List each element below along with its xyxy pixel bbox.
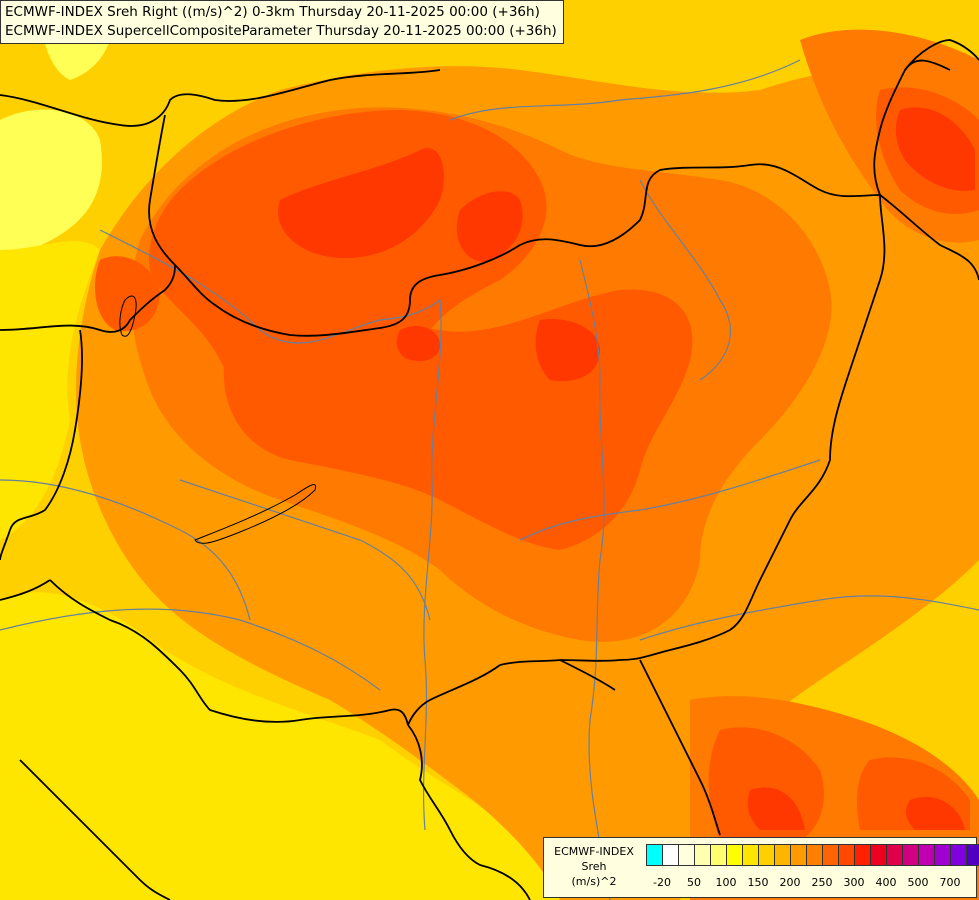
field-red: [895, 107, 975, 191]
legend-swatch: [855, 845, 871, 865]
field-red: [535, 319, 600, 382]
legend-swatch: [743, 845, 759, 865]
legend-swatches: [646, 844, 979, 866]
legend-tick-label: 400: [875, 876, 897, 889]
legend-tick-label: 500: [907, 876, 929, 889]
legend-swatch: [919, 845, 935, 865]
legend-tick-label: 200: [779, 876, 801, 889]
legend-swatch: [727, 845, 743, 865]
legend-swatch: [775, 845, 791, 865]
legend-tick-label: -20: [653, 876, 671, 889]
map-title-line2: ECMWF-INDEX SupercellCompositeParameter …: [5, 23, 557, 39]
rivers: [0, 59, 979, 900]
legend-swatch: [967, 845, 979, 865]
legend-swatch: [695, 845, 711, 865]
legend-swatch: [839, 845, 855, 865]
legend-title-line2: Sreh: [581, 860, 607, 873]
legend-tick-label: 250: [811, 876, 833, 889]
map-title-line1: ECMWF-INDEX Sreh Right ((m/s)^2) 0-3km T…: [5, 4, 540, 20]
legend-swatch: [887, 845, 903, 865]
legend-swatch: [679, 845, 695, 865]
field-red: [278, 148, 444, 259]
legend-title-line3: (m/s)^2: [571, 875, 617, 888]
field-red: [747, 787, 805, 830]
legend-tick-label: 50: [687, 876, 701, 889]
legend-swatch: [647, 845, 663, 865]
legend-tick-label: 100: [715, 876, 737, 889]
legend-swatch: [871, 845, 887, 865]
legend-swatch: [791, 845, 807, 865]
legend-swatch: [711, 845, 727, 865]
field-yellow: [0, 241, 100, 540]
legend-swatch: [663, 845, 679, 865]
legend-tick-label: 150: [747, 876, 769, 889]
map-title-box: ECMWF-INDEX Sreh Right ((m/s)^2) 0-3km T…: [0, 0, 564, 44]
lake-balaton: [194, 484, 317, 544]
legend-swatch: [807, 845, 823, 865]
legend-swatch: [759, 845, 775, 865]
legend-title: ECMWF-INDEX Sreh (m/s)^2: [546, 844, 642, 889]
field-red-orange: [95, 256, 160, 331]
field-red: [396, 325, 440, 362]
legend-swatch: [903, 845, 919, 865]
legend-swatch: [823, 845, 839, 865]
lake-neusiedl: [119, 295, 137, 337]
country-borders: [0, 39, 979, 900]
field-red: [456, 191, 523, 262]
legend-swatch: [935, 845, 951, 865]
legend-tick-label: 300: [843, 876, 865, 889]
color-legend: ECMWF-INDEX Sreh (m/s)^2 -20 50 100 150 200 2…: [543, 837, 979, 898]
field-pale-yellow: [0, 109, 102, 253]
field-yellow: [0, 592, 560, 900]
legend-ticks: -20 50 100 150 200 250 300 400 500 700: [646, 876, 976, 890]
field-red: [905, 796, 965, 830]
legend-swatch: [951, 845, 967, 865]
legend-title-line1: ECMWF-INDEX: [554, 845, 634, 858]
legend-tick-label: 700: [939, 876, 961, 889]
